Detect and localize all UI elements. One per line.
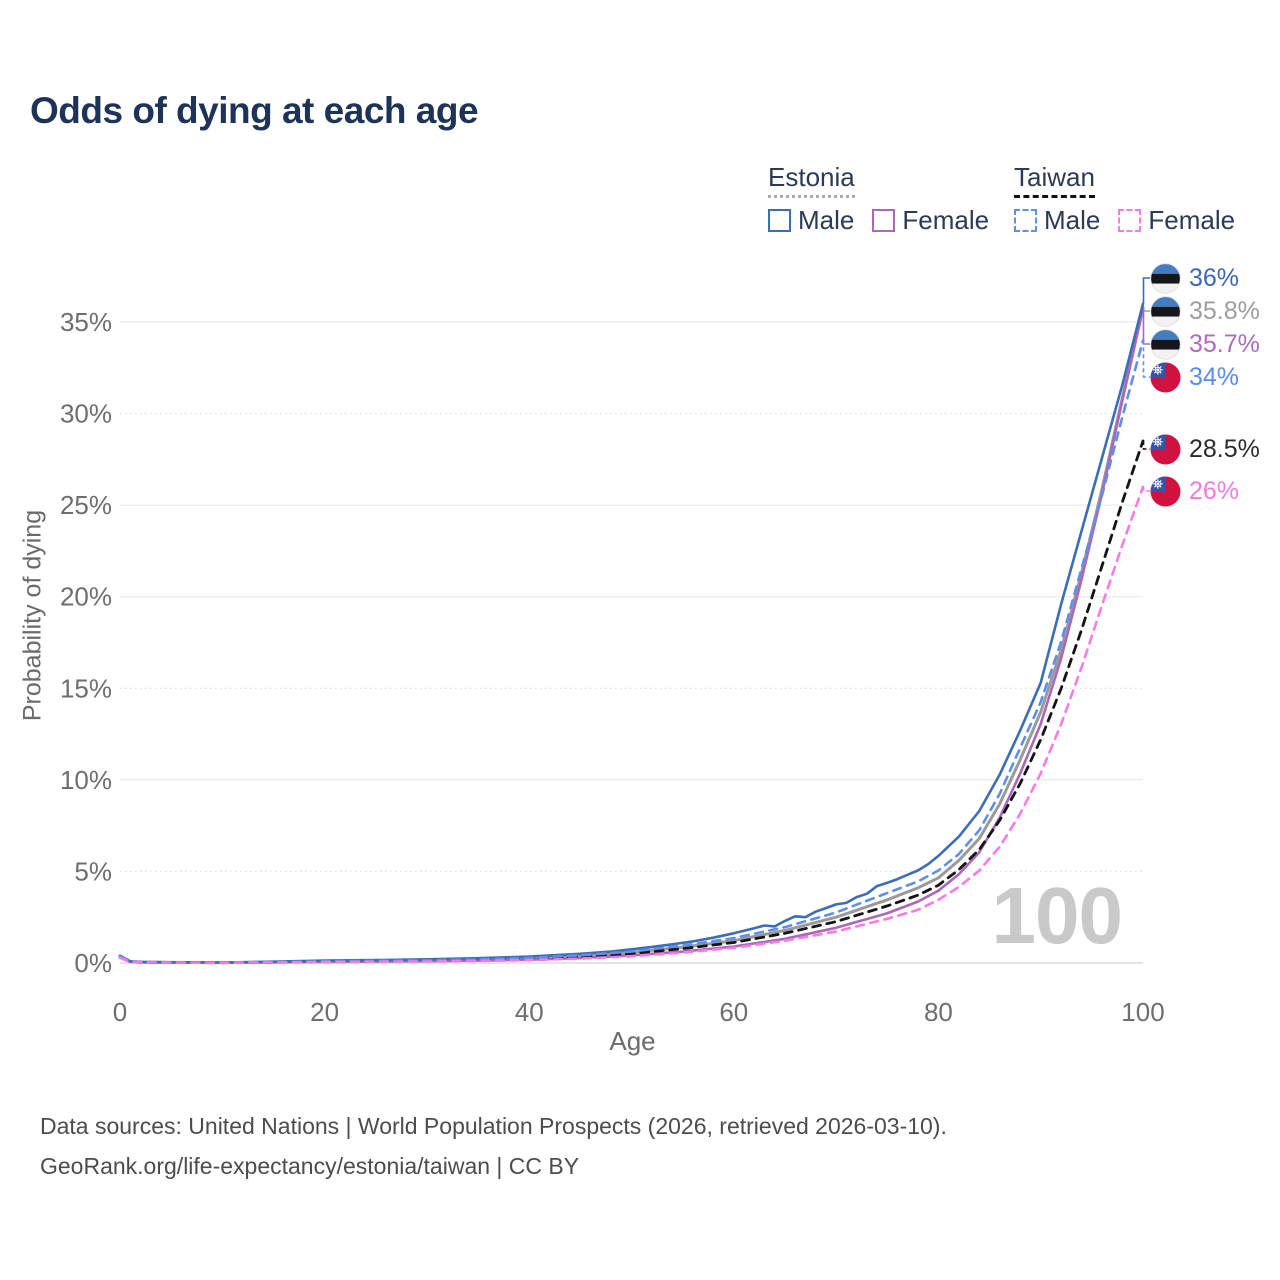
x-tick-label: 0 <box>113 997 127 1027</box>
legend-item-estonia-female[interactable]: Female <box>872 205 989 236</box>
legend-swatch-taiwan-male <box>1014 209 1037 232</box>
legend-item-estonia-male[interactable]: Male <box>768 205 854 236</box>
taiwan-flag-icon <box>1150 434 1181 464</box>
estonia-flag-icon <box>1150 328 1181 360</box>
series-line-estonia-female[interactable] <box>118 307 1145 964</box>
series-line-taiwan-combined[interactable] <box>118 439 1145 965</box>
legend-swatch-estonia-female <box>872 209 896 232</box>
legend-swatch-taiwan-female <box>1118 209 1142 232</box>
y-tick-label: 10% <box>60 765 112 795</box>
x-axis-title: Age <box>609 1026 656 1056</box>
end-label-connector-taiwan-male <box>1142 340 1150 378</box>
end-label-connector-taiwan-female <box>1142 486 1150 492</box>
end-label-value: 26% <box>1189 476 1240 505</box>
legend-label: Male <box>1044 205 1101 235</box>
x-tick-label: 80 <box>924 997 953 1027</box>
legend-country-estonia[interactable]: Estonia <box>768 162 855 198</box>
legend-country-taiwan[interactable]: Taiwan <box>1014 162 1095 198</box>
data-sources-footer: Data sources: United Nations | World Pop… <box>40 1106 947 1186</box>
legend-group-taiwan: Taiwan Male Female <box>1014 162 1235 236</box>
y-axis-title: Probability of dying <box>18 509 47 722</box>
series-line-estonia-combined[interactable] <box>118 305 1145 965</box>
legend-group-estonia: Estonia Male Female <box>768 162 989 236</box>
age-counter-watermark: 100 <box>991 871 1123 960</box>
x-tick-label: 60 <box>719 997 748 1027</box>
series-line-taiwan-female[interactable] <box>118 485 1145 964</box>
end-label-value: 34% <box>1189 362 1240 391</box>
y-tick-label: 35% <box>60 307 112 337</box>
end-label-connector-estonia-male <box>1142 277 1150 304</box>
end-label-value: 35.8% <box>1189 296 1260 325</box>
page-title: Odds of dying at each age <box>30 90 479 131</box>
x-tick-label: 40 <box>515 997 544 1027</box>
end-label-row-taiwan-female: 26% <box>1150 475 1239 507</box>
taiwan-flag-icon <box>1150 476 1181 506</box>
x-tick-label: 20 <box>310 997 339 1027</box>
y-tick-label: 15% <box>60 673 112 703</box>
footer-line-2: GeoRank.org/life-expectancy/estonia/taiw… <box>40 1153 580 1179</box>
y-tick-label: 5% <box>74 856 112 886</box>
end-label-value: 28.5% <box>1189 434 1260 463</box>
y-tick-label: 20% <box>60 582 112 612</box>
end-label-row-estonia-male: 36% <box>1150 262 1239 294</box>
taiwan-flag-icon <box>1150 362 1181 392</box>
end-label-row-taiwan-combined: 28.5% <box>1150 433 1260 465</box>
y-tick-label: 30% <box>60 399 112 429</box>
estonia-flag-icon <box>1150 295 1181 327</box>
y-tick-label: 25% <box>60 490 112 520</box>
end-label-value: 35.7% <box>1189 329 1260 358</box>
legend-item-taiwan-female[interactable]: Female <box>1118 205 1235 236</box>
end-label-connector-taiwan-combined <box>1142 441 1150 450</box>
end-label-row-estonia-female: 35.7% <box>1150 328 1260 360</box>
legend-label: Female <box>902 205 990 235</box>
legend-item-taiwan-male[interactable]: Male <box>1014 205 1100 236</box>
series-line-taiwan-male[interactable] <box>118 339 1145 964</box>
x-tick-label: 100 <box>1121 997 1164 1027</box>
y-tick-label: 0% <box>74 948 112 978</box>
legend-swatch-estonia-male <box>768 209 791 232</box>
end-label-row-estonia-combined: 35.8% <box>1150 295 1260 327</box>
estonia-flag-icon <box>1150 262 1181 294</box>
series-line-estonia-male[interactable] <box>118 302 1145 964</box>
legend-label: Female <box>1148 205 1236 235</box>
end-label-value: 36% <box>1189 263 1240 292</box>
footer-line-1: Data sources: United Nations | World Pop… <box>40 1113 947 1139</box>
end-label-row-taiwan-male: 34% <box>1150 361 1239 393</box>
legend-label: Male <box>798 205 855 235</box>
